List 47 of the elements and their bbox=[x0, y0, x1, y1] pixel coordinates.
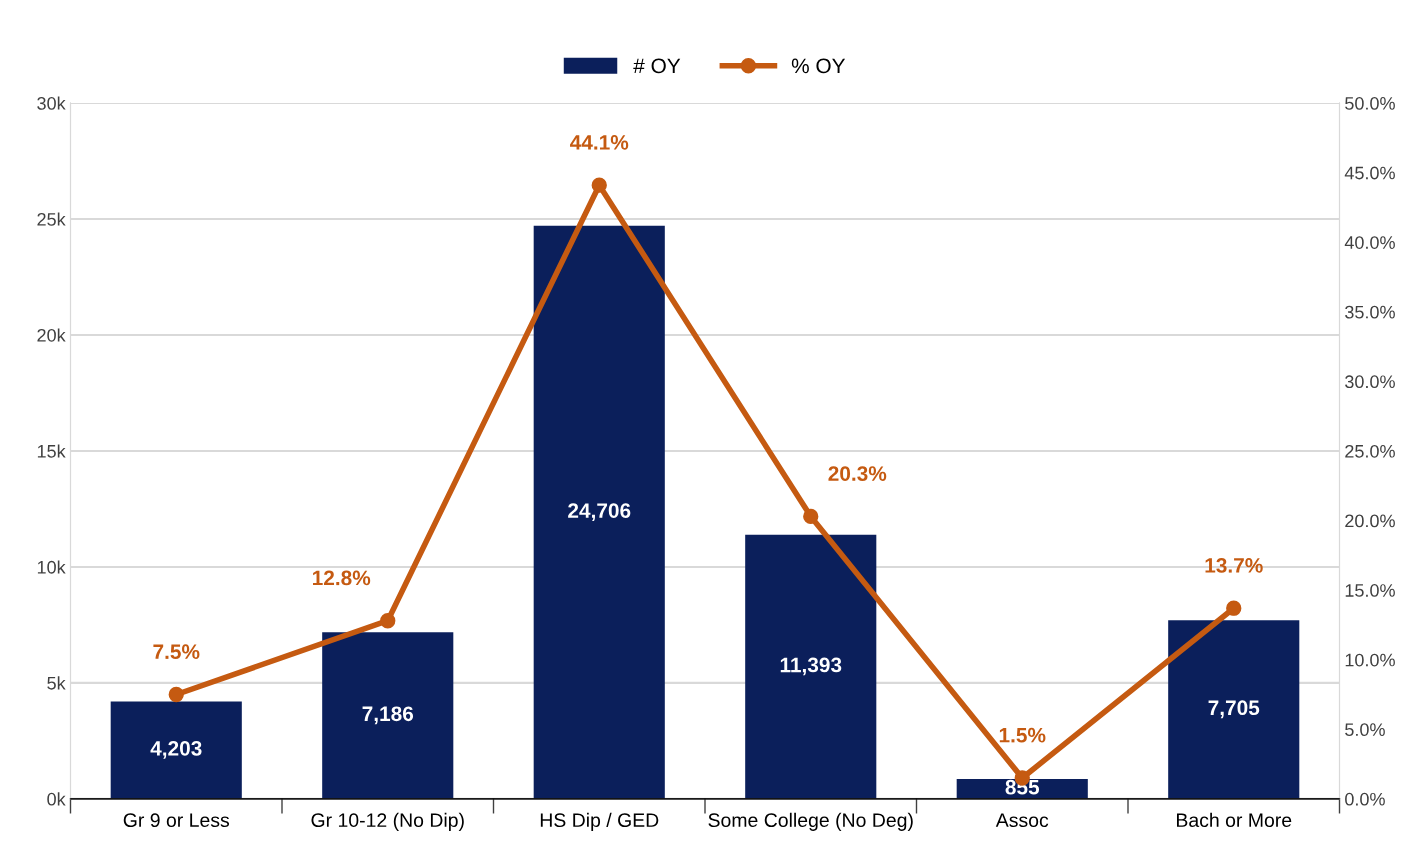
y-tick-label: 30k bbox=[37, 96, 66, 110]
data-label: 13.7% bbox=[1205, 558, 1263, 573]
bar bbox=[745, 534, 877, 799]
data-label: 1.5% bbox=[999, 727, 1046, 743]
bar bbox=[322, 632, 454, 799]
legend-label: # OY bbox=[633, 58, 681, 74]
data-label: 24,706 bbox=[568, 503, 631, 521]
x-tick-label: Assoc bbox=[995, 813, 1049, 828]
data-label: 20.3% bbox=[828, 466, 887, 481]
y-tick-label: 20k bbox=[37, 328, 66, 342]
bar bbox=[533, 225, 665, 799]
point bbox=[803, 508, 819, 525]
y-tick-label: 0k bbox=[47, 792, 66, 806]
y2-tick-label: 40.0% bbox=[1344, 236, 1395, 249]
legend-label: % OY bbox=[791, 58, 846, 74]
x-tick-label: Gr 10-12 (No Dip) bbox=[311, 812, 464, 831]
x-tick-label: HS Dip / GED bbox=[540, 812, 659, 831]
y2-tick-label: 30.0% bbox=[1345, 375, 1395, 389]
data-label: 11,393 bbox=[780, 657, 842, 676]
y-tick-label: 5k bbox=[47, 676, 66, 690]
point bbox=[168, 686, 184, 703]
y2-tick-label: 15.0% bbox=[1345, 584, 1395, 597]
data-label: 4,203 bbox=[150, 740, 202, 759]
data-label: 44.1% bbox=[570, 135, 629, 150]
x-tick-label: Bach or More bbox=[1176, 812, 1292, 828]
data-label: 7.5% bbox=[153, 644, 200, 660]
y2-tick-label: 25.0% bbox=[1345, 444, 1395, 458]
point bbox=[1226, 600, 1242, 616]
y-tick-label: 10k bbox=[37, 560, 66, 574]
y2-tick-label: 50.0% bbox=[1345, 97, 1395, 110]
x-tick-label: Some College (No Deg) bbox=[708, 812, 913, 831]
y2-tick-label: 10.0% bbox=[1345, 653, 1395, 667]
y2-tick-label: 0.0% bbox=[1345, 792, 1385, 806]
point bbox=[591, 177, 607, 193]
bar bbox=[110, 701, 242, 799]
x-tick-label: Gr 9 or Less bbox=[123, 813, 230, 828]
data-label: 12.8% bbox=[313, 570, 371, 586]
y2-tick-label: 20.0% bbox=[1345, 514, 1395, 528]
y2-tick-label: 5.0% bbox=[1345, 723, 1385, 737]
data-label: 7,705 bbox=[1208, 700, 1260, 719]
bar bbox=[1168, 620, 1300, 799]
y-tick-label: 15k bbox=[37, 444, 66, 458]
y2-tick-label: 45.0% bbox=[1344, 166, 1395, 180]
data-label: 7,186 bbox=[362, 706, 414, 725]
point bbox=[380, 613, 396, 629]
y2-tick-label: 35.0% bbox=[1345, 305, 1395, 319]
y-tick-label: 25k bbox=[37, 212, 66, 226]
